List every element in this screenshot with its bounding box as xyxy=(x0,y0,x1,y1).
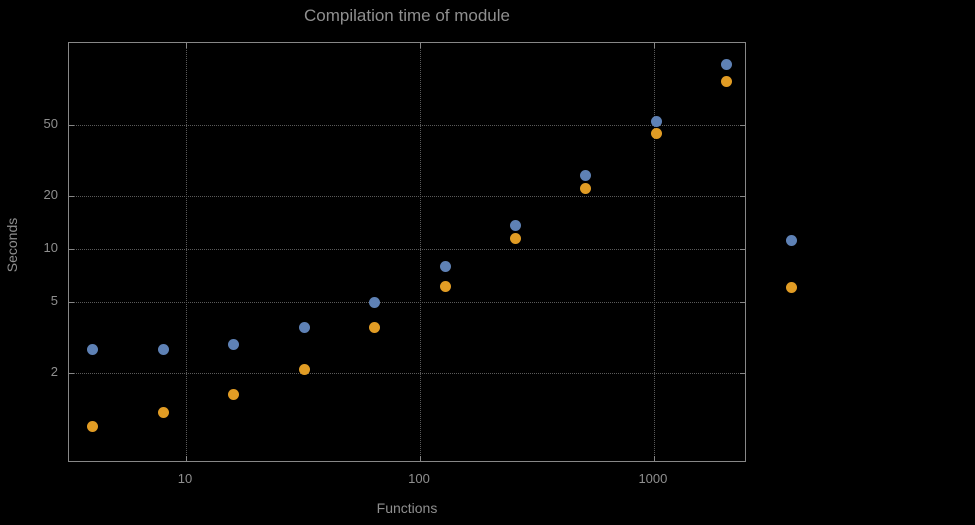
data-point-blue xyxy=(87,344,99,356)
legend-marker xyxy=(786,235,797,246)
gridline-horizontal xyxy=(69,195,745,197)
gridline-horizontal xyxy=(69,124,745,126)
tick-mark xyxy=(69,195,74,197)
tick-mark xyxy=(740,372,745,374)
tick-mark xyxy=(186,456,188,461)
data-point-orange xyxy=(721,75,733,87)
data-point-orange xyxy=(439,281,451,293)
x-axis-label: Functions xyxy=(376,500,438,516)
y-tick-label: 2 xyxy=(50,363,58,379)
tick-mark xyxy=(186,43,188,48)
data-point-orange xyxy=(509,232,521,244)
x-tick-label: 10 xyxy=(177,471,193,486)
tick-mark xyxy=(740,302,745,304)
x-tick-label: 1000 xyxy=(638,471,668,486)
y-tick-label: 20 xyxy=(43,186,58,202)
data-point-blue xyxy=(228,338,240,350)
tick-mark xyxy=(740,124,745,126)
data-point-blue xyxy=(721,58,733,70)
y-tick-label: 50 xyxy=(43,115,58,131)
tick-mark xyxy=(69,124,74,126)
data-point-blue xyxy=(580,169,592,181)
gridline-vertical xyxy=(186,43,188,461)
data-point-orange xyxy=(298,363,310,375)
legend-marker xyxy=(786,282,797,293)
data-point-orange xyxy=(157,406,169,418)
plot-area xyxy=(68,42,746,462)
gridline-vertical xyxy=(419,43,421,461)
x-tick-label: 100 xyxy=(408,471,430,486)
data-point-orange xyxy=(369,322,381,334)
data-point-blue xyxy=(369,296,381,308)
y-tick-label: 10 xyxy=(43,239,58,255)
data-point-orange xyxy=(228,389,240,401)
tick-mark xyxy=(419,456,421,461)
tick-mark xyxy=(419,43,421,48)
chart-title: Compilation time of module xyxy=(304,6,510,25)
tick-mark xyxy=(69,372,74,374)
data-point-orange xyxy=(580,182,592,194)
gridline-horizontal xyxy=(69,372,745,374)
gridline-horizontal xyxy=(69,248,745,250)
data-point-blue xyxy=(509,220,521,232)
tick-mark xyxy=(653,43,655,48)
tick-mark xyxy=(740,248,745,250)
data-point-orange xyxy=(650,127,662,139)
tick-mark xyxy=(69,248,74,250)
y-tick-label: 5 xyxy=(50,293,58,309)
legend xyxy=(786,235,797,295)
data-point-blue xyxy=(157,344,169,356)
data-point-orange xyxy=(87,420,99,432)
tick-mark xyxy=(653,456,655,461)
gridline-horizontal xyxy=(69,302,745,304)
data-point-blue xyxy=(298,322,310,334)
gridline-vertical xyxy=(653,43,655,461)
data-point-blue xyxy=(650,116,662,128)
tick-mark xyxy=(740,195,745,197)
data-point-blue xyxy=(439,260,451,272)
tick-mark xyxy=(69,302,74,304)
